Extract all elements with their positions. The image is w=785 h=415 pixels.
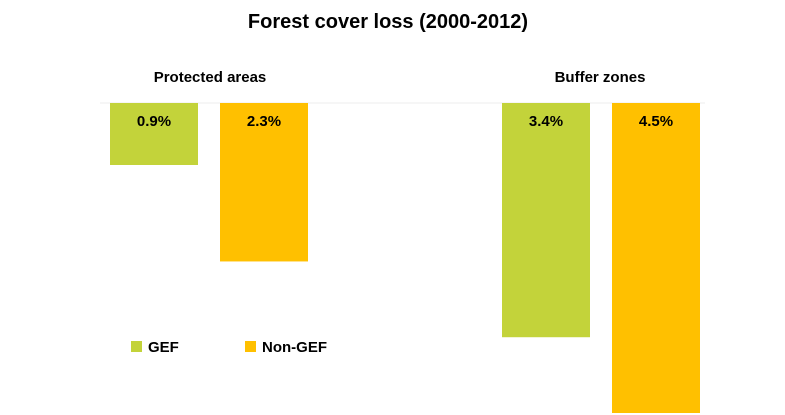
- legend-swatch-gef: [131, 341, 142, 352]
- legend-label-gef: GEF: [148, 339, 179, 356]
- category-label-protected-areas: Protected areas: [154, 69, 267, 86]
- data-label-gef-buffer-zones: 3.4%: [529, 113, 563, 130]
- bar-non-gef-buffer-zones: [612, 103, 700, 413]
- data-label-non-gef-buffer-zones: 4.5%: [639, 113, 673, 130]
- bar-group: 0.9% 2.3% 3.4% 4.5%: [110, 103, 700, 413]
- bar-gef-protected-areas: [110, 103, 198, 165]
- legend-swatch-non-gef: [245, 341, 256, 352]
- chart-title: Forest cover loss (2000-2012): [248, 11, 528, 33]
- data-label-non-gef-protected-areas: 2.3%: [247, 113, 281, 130]
- bar-non-gef-protected-areas: [220, 103, 308, 262]
- category-label-buffer-zones: Buffer zones: [555, 69, 646, 86]
- data-label-gef-protected-areas: 0.9%: [137, 113, 171, 130]
- legend: GEF Non-GEF: [131, 339, 327, 356]
- legend-label-non-gef: Non-GEF: [262, 339, 327, 356]
- bar-gef-buffer-zones: [502, 103, 590, 338]
